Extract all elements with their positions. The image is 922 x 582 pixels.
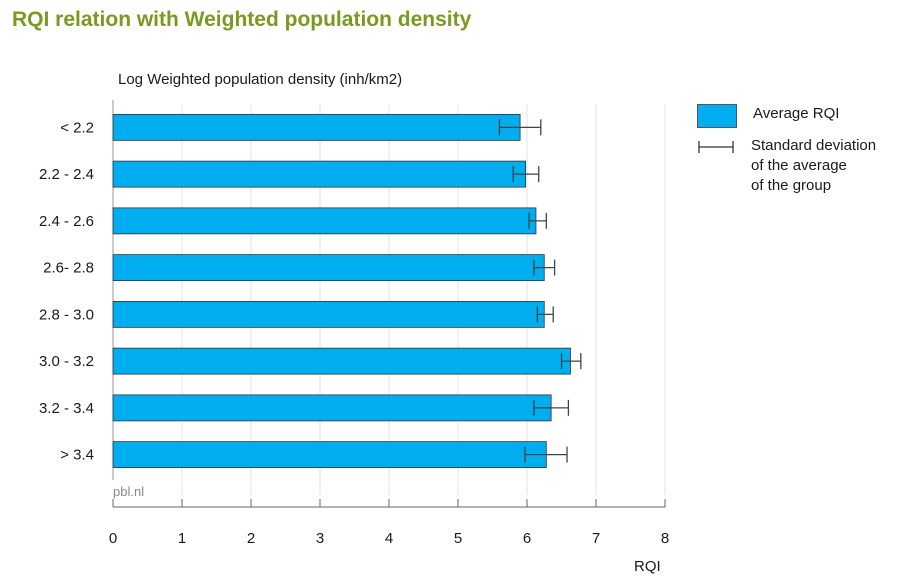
- category-label: 3.0 - 3.2: [39, 353, 94, 370]
- bar: [112, 394, 552, 422]
- legend-label-errorbar-line-2: of the average: [751, 157, 847, 174]
- bar: [112, 113, 521, 141]
- x-tick-label: 8: [661, 530, 669, 547]
- category-label: 2.4 - 2.6: [39, 213, 94, 230]
- legend-label-average: Average RQI: [753, 105, 840, 122]
- x-tick-label: 0: [109, 530, 117, 547]
- legend-swatch-bar: [697, 104, 737, 128]
- category-label: 3.2 - 3.4: [39, 400, 94, 417]
- category-label: < 2.2: [60, 119, 94, 136]
- chart-title: RQI relation with Weighted population de…: [12, 8, 472, 31]
- bar: [112, 347, 571, 375]
- x-tick-label: 2: [247, 530, 255, 547]
- x-axis-title: RQI: [634, 558, 661, 575]
- legend-label-errorbar-line-3: of the group: [751, 177, 832, 194]
- bar: [112, 300, 545, 328]
- legend-item-average: Average RQI: [697, 104, 876, 128]
- x-tick-label: 7: [592, 530, 600, 547]
- category-label: 2.2 - 2.4: [39, 166, 94, 183]
- x-tick-label: 4: [385, 530, 393, 547]
- x-tick-label: 5: [454, 530, 462, 547]
- legend-item-errorbar: Standard deviation of the average of the…: [697, 136, 876, 196]
- x-tick-label: 3: [316, 530, 324, 547]
- category-label: 2.6- 2.8: [43, 260, 94, 277]
- category-label: 2.8 - 3.0: [39, 306, 94, 323]
- legend-errorbar-icon: [697, 136, 735, 158]
- bar: [112, 254, 545, 282]
- source-label: pbl.nl: [113, 484, 145, 499]
- category-label: > 3.4: [60, 447, 94, 464]
- bar: [112, 207, 537, 235]
- x-tick-label: 6: [523, 530, 531, 547]
- legend-label-errorbar-line-1: Standard deviation: [751, 137, 877, 154]
- bar: [112, 441, 547, 469]
- y-axis-title: Log Weighted population density (inh/km2…: [118, 71, 403, 88]
- legend-label-errorbar: Standard deviation of the average of the…: [751, 136, 876, 196]
- x-tick-label: 1: [178, 530, 186, 547]
- bar: [112, 160, 527, 188]
- legend: Average RQI Standard deviation of the av…: [697, 104, 876, 204]
